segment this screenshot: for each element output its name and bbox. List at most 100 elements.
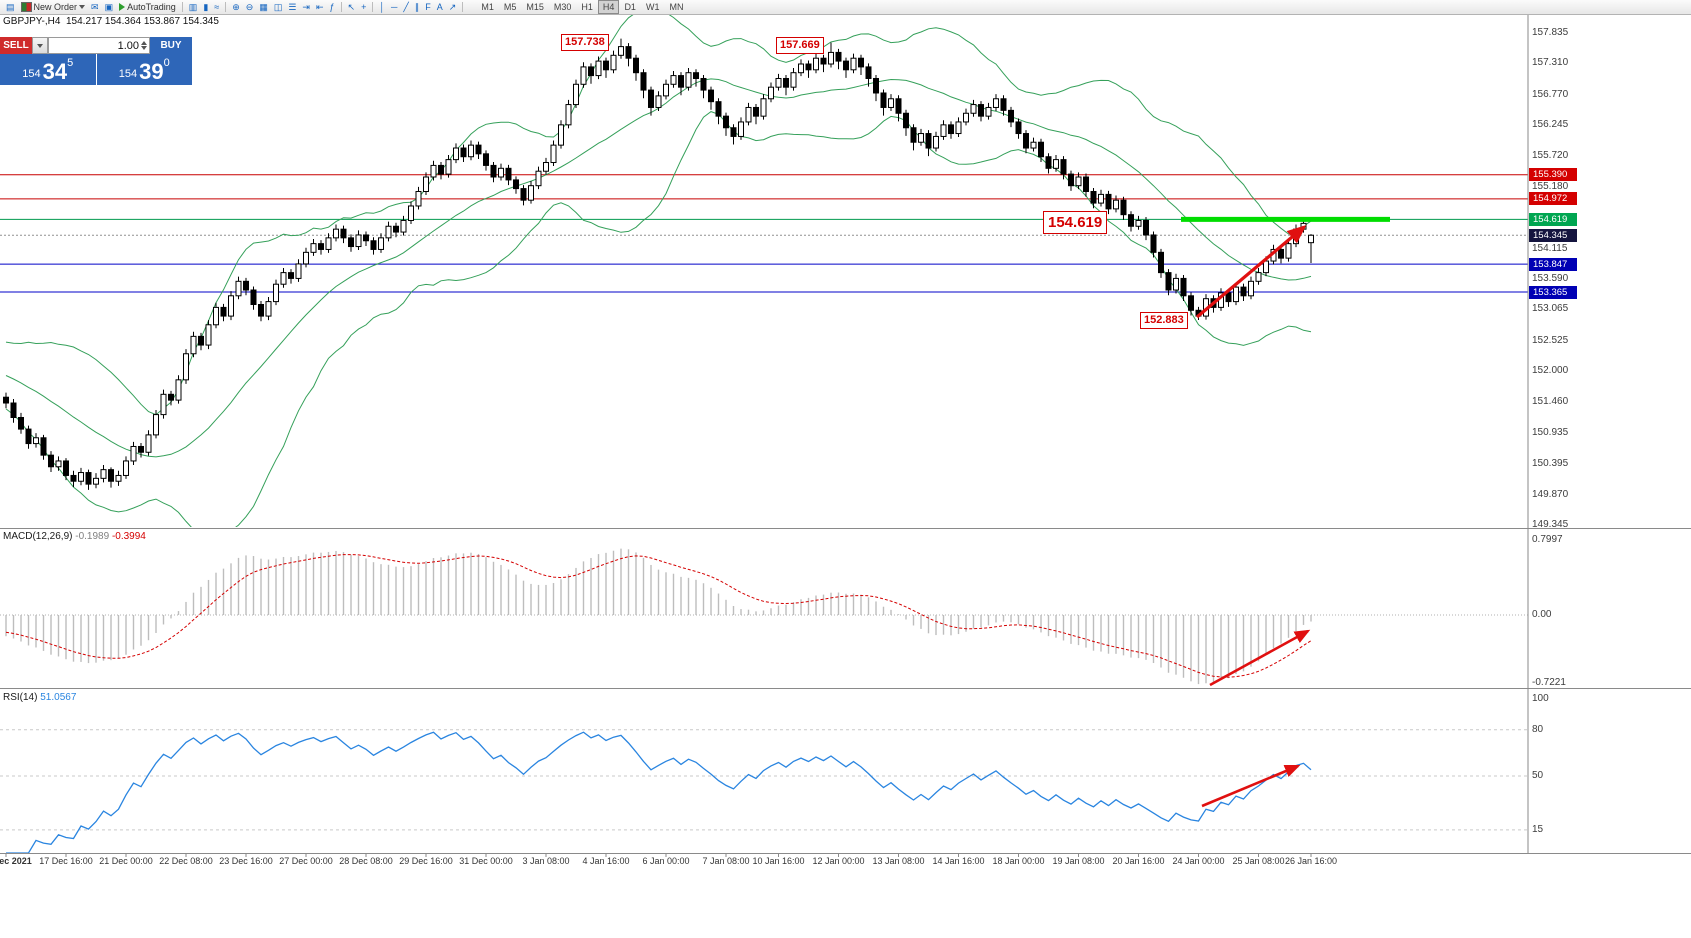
auto-scroll-icon: ⇥ [302, 2, 310, 12]
zoom-in-icon[interactable]: ⊕ [229, 1, 243, 13]
price-annotation[interactable]: 157.669 [776, 37, 824, 54]
rsi-axis-label: 15 [1532, 823, 1544, 835]
time-axis-label: 7 Jan 08:00 [702, 856, 750, 866]
cascade-windows-icon: ◫ [273, 2, 283, 12]
new-order-button-label: New Order [33, 2, 78, 12]
chart-shift-icon: ⇤ [315, 2, 324, 12]
new-order-button[interactable]: New Order [18, 1, 89, 13]
timeframe-h4[interactable]: H4 [597, 0, 620, 14]
chart-window-icon: ▤ [6, 2, 15, 12]
terminal-icon[interactable]: ▣ [102, 1, 117, 13]
timeframe-m15[interactable]: M15 [526, 2, 544, 12]
new-order-icon [20, 2, 32, 12]
volume-value: 1.00 [117, 39, 139, 52]
volume-down-button[interactable] [141, 46, 147, 50]
navigator-icon: ☰ [288, 2, 297, 12]
fibonacci-icon: F [425, 2, 431, 12]
toolbar-separator [225, 2, 227, 12]
time-axis-label: 27 Dec 00:00 [279, 856, 333, 866]
rsi-indicator-label: RSI(14) 51.0567 [3, 692, 76, 703]
sell-price-prefix: 154 [22, 68, 41, 80]
volume-input[interactable]: 1.00 [48, 37, 150, 54]
fibonacci-icon[interactable]: F [422, 1, 434, 13]
time-axis-label: 23 Dec 16:00 [219, 856, 273, 866]
arrows-icon[interactable]: ↗ [446, 1, 460, 13]
cursor-icon: ↖ [347, 2, 356, 12]
price-axis-label: 150.395 [1532, 458, 1569, 470]
chart-window-icon[interactable]: ▤ [3, 1, 18, 13]
tile-windows-icon[interactable]: ▦ [256, 1, 271, 13]
line-chart-icon[interactable]: ≈ [211, 1, 222, 13]
price-axis-label: 149.345 [1532, 518, 1569, 530]
auto-scroll-icon[interactable]: ⇥ [299, 1, 313, 13]
horizontal-line-icon[interactable]: ─ [388, 1, 400, 13]
timeframe-d1[interactable]: D1 [624, 2, 636, 12]
trend-arrow-macd[interactable] [1209, 629, 1311, 687]
time-axis-label: 6 Jan 00:00 [642, 856, 690, 866]
time-axis-label: 14 Jan 16:00 [932, 856, 985, 866]
chart-shift-icon[interactable]: ⇤ [313, 1, 327, 13]
macd-axis-label: 0.00 [1532, 609, 1552, 620]
vertical-line-icon[interactable]: │ [376, 1, 388, 13]
buy-price-sup: 0 [163, 57, 170, 69]
timeframe-mn[interactable]: MN [669, 2, 684, 12]
order-options-dropdown[interactable] [32, 37, 48, 54]
time-axis-label: 12 Jan 00:00 [812, 856, 865, 866]
text-icon[interactable]: A [434, 1, 446, 13]
price-axis-label: 152.000 [1532, 365, 1569, 377]
indicators-icon[interactable]: ƒ [327, 1, 338, 13]
timeframe-m1[interactable]: M1 [481, 2, 494, 12]
sell-button[interactable]: SELL [0, 37, 32, 54]
autotrading-button-label: AutoTrading [127, 2, 176, 12]
price-axis-label: 154.115 [1532, 242, 1568, 254]
buy-button[interactable]: BUY [150, 37, 192, 54]
price-tag: 155.390 [1529, 168, 1577, 182]
cascade-windows-icon[interactable]: ◫ [271, 1, 286, 13]
timeframe-w1[interactable]: W1 [645, 2, 660, 12]
cursor-icon[interactable]: ↖ [345, 1, 359, 13]
timeframe-h1[interactable]: H1 [581, 2, 593, 12]
channel-icon[interactable]: ∥ [412, 1, 423, 13]
price-axis-label: 149.870 [1532, 488, 1569, 500]
bar-chart-icon[interactable]: ▥ [186, 1, 201, 13]
zoom-out-icon[interactable]: ⊖ [243, 1, 257, 13]
price-axis-label: 153.065 [1532, 303, 1569, 315]
time-axis-label: 16 Dec 2021 [0, 856, 32, 866]
time-axis-label: 28 Dec 08:00 [339, 856, 393, 866]
time-axis-label: 19 Jan 08:00 [1052, 856, 1105, 866]
time-axis-label: 17 Dec 16:00 [39, 856, 93, 866]
navigator-icon[interactable]: ☰ [285, 1, 299, 13]
mail-icon: ✉ [91, 2, 99, 12]
trend-arrow-rsi[interactable] [1201, 764, 1301, 808]
horizontal-line-icon: ─ [390, 2, 398, 12]
price-annotation[interactable]: 154.619 [1043, 211, 1108, 234]
rsi-line [6, 731, 1312, 853]
time-axis-label: 20 Jan 16:00 [1112, 856, 1165, 866]
price-annotation[interactable]: 152.883 [1140, 312, 1188, 329]
sell-price-display[interactable]: 154 34 5 [0, 54, 96, 85]
volume-up-button[interactable] [141, 41, 147, 45]
toolbar-separator [181, 2, 183, 12]
chevron-down-icon [37, 43, 43, 48]
price-axis-label: 155.180 [1532, 180, 1569, 192]
trendline-icon[interactable]: ╱ [400, 1, 411, 13]
macd-signal-line [5, 554, 1312, 678]
autotrading-button[interactable]: AutoTrading [116, 1, 179, 13]
buy-price-display[interactable]: 154 39 0 [96, 54, 192, 85]
price-annotation[interactable]: 157.738 [561, 34, 609, 51]
bollinger-upper [5, 14, 1312, 416]
tile-windows-icon: ▦ [259, 2, 268, 12]
crosshair-icon[interactable]: + [358, 1, 369, 13]
price-axis-label: 155.720 [1532, 149, 1569, 161]
candlestick-chart-icon[interactable]: ▮ [200, 1, 211, 13]
time-axis-label: 18 Jan 00:00 [992, 856, 1045, 866]
crosshair-icon: + [361, 2, 367, 12]
timeframe-m5[interactable]: M5 [503, 2, 517, 12]
mail-icon[interactable]: ✉ [88, 1, 102, 13]
timeframe-m30[interactable]: M30 [553, 2, 572, 12]
trend-arrow-main[interactable] [1195, 224, 1307, 319]
play-icon [119, 3, 126, 11]
rsi-axis-label: 50 [1532, 770, 1544, 781]
price-axis-label: 156.245 [1532, 119, 1569, 131]
